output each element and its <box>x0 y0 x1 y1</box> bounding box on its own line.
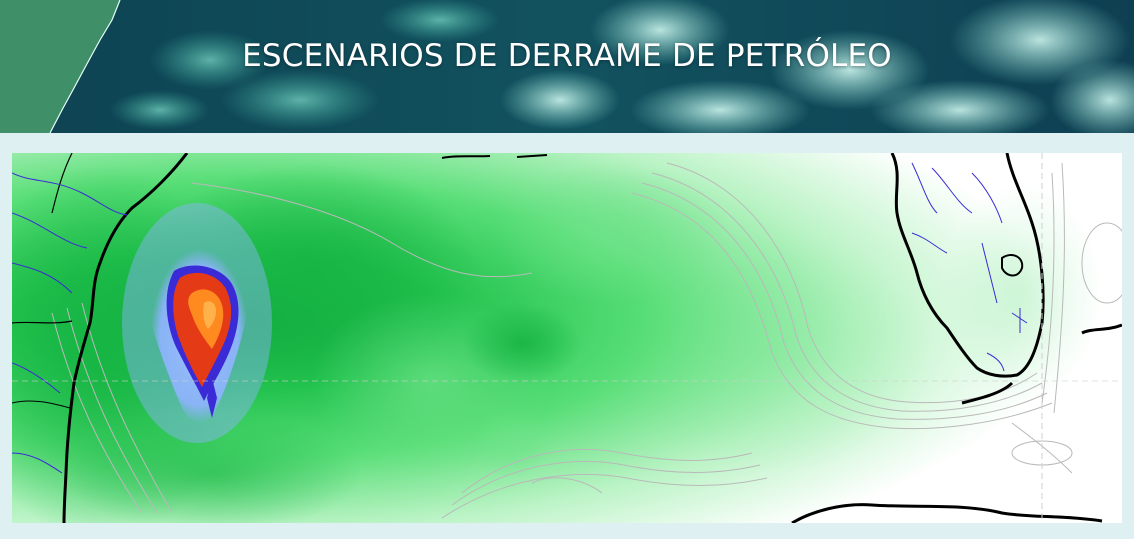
rivers-west <box>12 172 128 474</box>
bathymetry-contours <box>51 162 1122 519</box>
oil-spill-probability-map <box>12 153 1122 523</box>
cloud-layer <box>110 0 1134 133</box>
page-title: ESCENARIOS DE DERRAME DE PETRÓLEO <box>242 38 892 74</box>
land-area <box>0 0 120 133</box>
spill-core <box>122 203 272 443</box>
coastline-north <box>441 154 548 159</box>
coastline-west <box>12 153 189 523</box>
coastline <box>49 0 121 133</box>
map-gridlines <box>12 153 1122 523</box>
coastline-south <box>1081 323 1122 335</box>
rivers-florida <box>911 162 1028 372</box>
satellite-banner-image <box>0 0 1134 133</box>
map-canvas <box>12 153 1122 523</box>
coastline-florida <box>791 153 1103 523</box>
header-banner: ESCENARIOS DE DERRAME DE PETRÓLEO <box>0 0 1134 133</box>
map-panel <box>0 133 1134 539</box>
